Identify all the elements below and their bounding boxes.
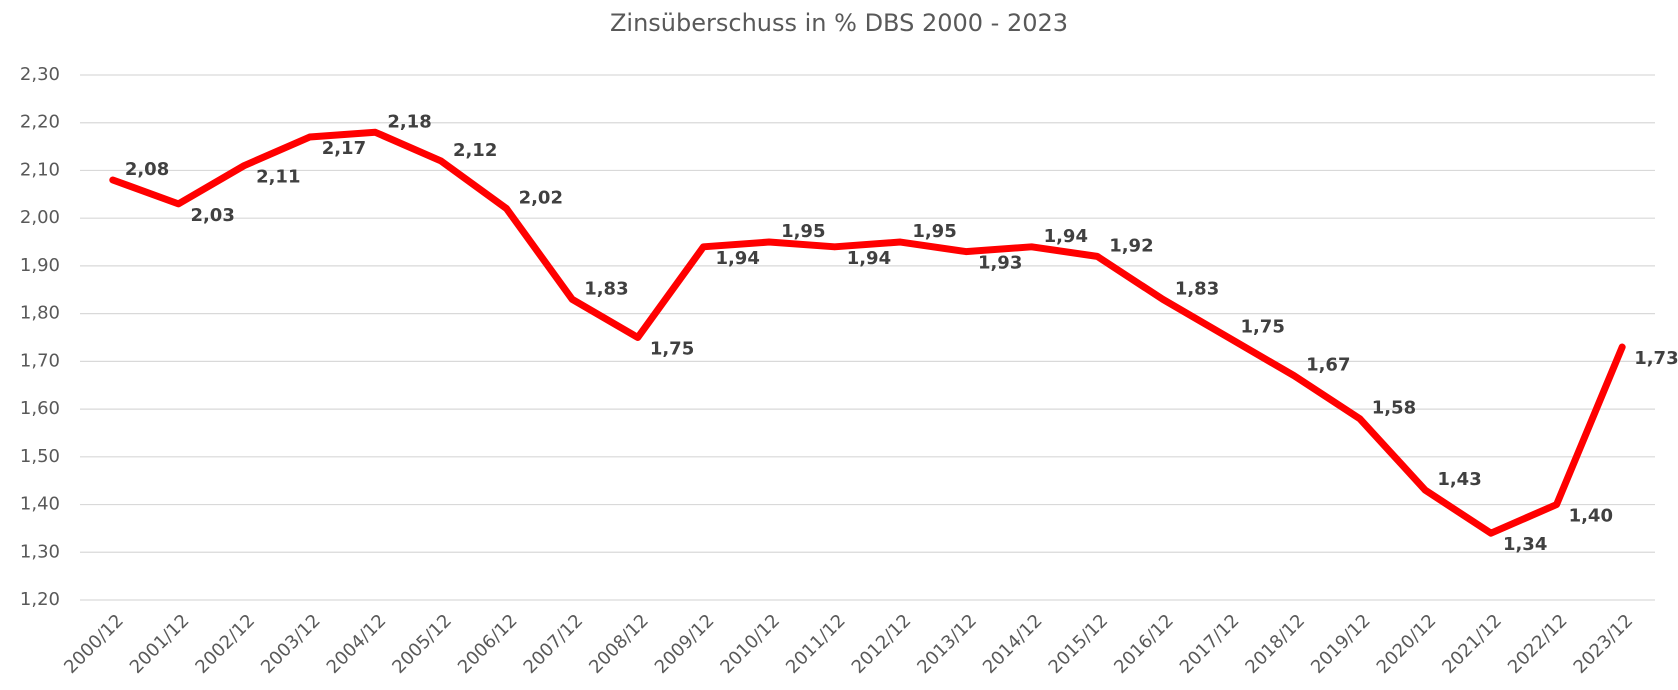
y-tick-label: 1,70 — [20, 350, 60, 371]
y-tick-label: 2,30 — [20, 64, 60, 85]
x-tick-label: 2005/12 — [388, 610, 456, 678]
data-label: 2,18 — [387, 111, 431, 132]
x-tick-label: 2011/12 — [782, 610, 850, 678]
x-tick-label: 2002/12 — [191, 610, 259, 678]
data-label: 2,12 — [453, 140, 497, 161]
data-label: 1,94 — [715, 248, 759, 269]
y-tick-label: 1,50 — [20, 446, 60, 467]
x-tick-label: 2016/12 — [1110, 610, 1178, 678]
y-tick-label: 1,30 — [20, 541, 60, 562]
x-tick-label: 2015/12 — [1045, 610, 1113, 678]
x-tick-label: 2022/12 — [1504, 610, 1572, 678]
y-tick-label: 1,80 — [20, 303, 60, 324]
data-label: 2,11 — [256, 167, 300, 188]
x-tick-label: 2009/12 — [651, 610, 719, 678]
data-label: 1,58 — [1372, 398, 1416, 419]
x-tick-label: 2023/12 — [1570, 610, 1638, 678]
data-label: 1,34 — [1503, 534, 1547, 555]
data-label: 1,95 — [912, 221, 956, 242]
x-tick-label: 2010/12 — [716, 610, 784, 678]
x-tick-label: 2004/12 — [323, 610, 391, 678]
data-label: 1,40 — [1569, 506, 1613, 527]
y-tick-label: 2,00 — [20, 207, 60, 228]
x-tick-label: 2006/12 — [454, 610, 522, 678]
y-tick-label: 1,60 — [20, 398, 60, 419]
data-label: 2,17 — [322, 138, 366, 159]
x-tick-label: 2018/12 — [1241, 610, 1309, 678]
chart-title: Zinsüberschuss in % DBS 2000 - 2023 — [610, 9, 1068, 37]
x-tick-label: 2013/12 — [913, 610, 981, 678]
y-tick-label: 1,40 — [20, 494, 60, 515]
data-label: 1,92 — [1109, 235, 1153, 256]
x-tick-label: 2021/12 — [1438, 610, 1506, 678]
x-tick-label: 2000/12 — [60, 610, 128, 678]
data-label: 2,03 — [190, 205, 234, 226]
x-tick-label: 2007/12 — [520, 610, 588, 678]
y-tick-label: 1,20 — [20, 589, 60, 610]
x-tick-label: 2008/12 — [585, 610, 653, 678]
data-label: 1,73 — [1634, 348, 1678, 369]
x-tick-label: 2019/12 — [1307, 610, 1375, 678]
data-label: 1,94 — [847, 248, 891, 269]
y-tick-label: 2,20 — [20, 112, 60, 133]
data-label: 1,75 — [650, 339, 694, 360]
data-label: 2,02 — [519, 188, 563, 209]
data-label: 2,08 — [125, 159, 169, 180]
data-label: 1,94 — [1044, 226, 1088, 247]
x-tick-label: 2001/12 — [126, 610, 194, 678]
data-label: 1,67 — [1306, 355, 1350, 376]
data-label: 1,93 — [978, 253, 1022, 274]
y-tick-label: 1,90 — [20, 255, 60, 276]
x-tick-label: 2014/12 — [979, 610, 1047, 678]
data-label: 1,75 — [1240, 317, 1284, 338]
y-tick-label: 2,10 — [20, 159, 60, 180]
line — [109, 128, 1626, 537]
data-label: 1,95 — [781, 221, 825, 242]
data-label: 1,83 — [584, 278, 628, 299]
x-tick-label: 2012/12 — [848, 610, 916, 678]
data-label: 1,43 — [1437, 469, 1481, 490]
x-tick-label: 2020/12 — [1373, 610, 1441, 678]
x-tick-label: 2003/12 — [257, 610, 325, 678]
x-tick-label: 2017/12 — [1176, 610, 1244, 678]
data-label: 1,83 — [1175, 278, 1219, 299]
